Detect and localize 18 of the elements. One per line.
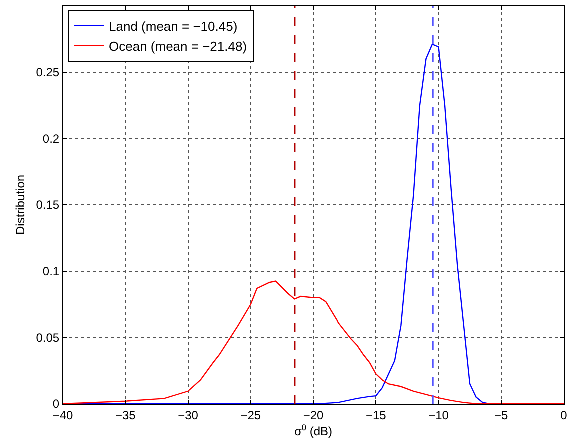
x-tick-label: −25 xyxy=(240,408,262,422)
x-tick-label: −35 xyxy=(115,408,136,422)
legend-label: Land (mean = −10.45) xyxy=(109,19,238,34)
legend-label: Ocean (mean = −21.48) xyxy=(109,38,248,54)
x-axis-title: σ$^{0}$ (dB) xyxy=(294,422,333,438)
x-tick-label: −5 xyxy=(494,408,509,422)
y-tick-label: 0.25 xyxy=(36,66,60,80)
x-tick-label: −20 xyxy=(303,408,324,422)
y-tick-label: 0.2 xyxy=(42,132,60,146)
line-series xyxy=(63,280,564,404)
x-tick-label: −30 xyxy=(178,408,199,422)
y-tick-label: 0.05 xyxy=(36,330,60,345)
y-axis-title: Distribution xyxy=(14,174,28,236)
y-tick-label: 0.1 xyxy=(42,264,60,279)
x-tick-label: −15 xyxy=(366,408,387,422)
x-tick-label: 0 xyxy=(560,408,568,422)
y-tick-label: 0.15 xyxy=(36,198,60,212)
x-tick-label: −10 xyxy=(428,408,450,422)
